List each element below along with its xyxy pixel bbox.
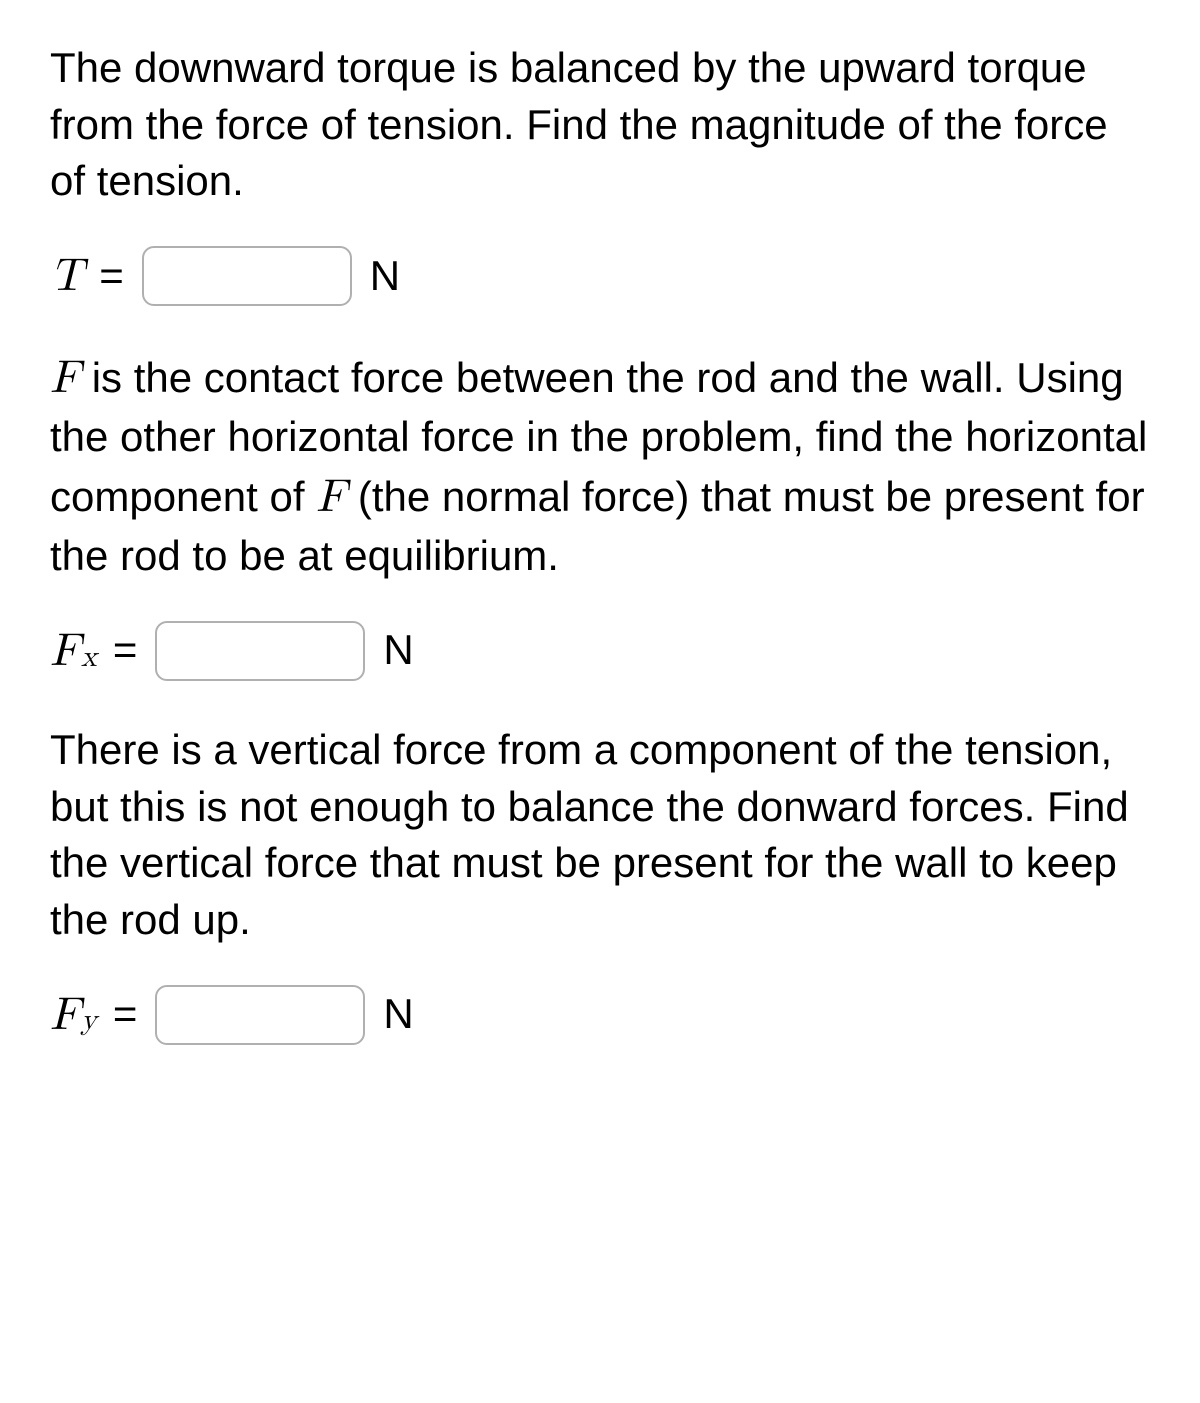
variable-Fy: F <box>50 984 80 1046</box>
subscript-y: y <box>81 1000 97 1041</box>
equals-sign: = <box>99 248 124 305</box>
subscript-x: x <box>81 637 97 678</box>
equals-sign: = <box>113 986 138 1043</box>
equals-sign: = <box>113 622 138 679</box>
tension-input[interactable] <box>142 246 352 306</box>
equation-tension: T = N <box>50 245 1150 307</box>
unit-newton: N <box>383 622 413 679</box>
variable-T: T <box>50 245 83 307</box>
equation-fy: Fy = N <box>50 984 1150 1046</box>
inline-var-F1: F <box>50 355 80 401</box>
variable-Fx: F <box>50 620 80 682</box>
paragraph-3: There is a vertical force from a compone… <box>50 722 1150 949</box>
fy-input[interactable] <box>155 985 365 1045</box>
fx-input[interactable] <box>155 621 365 681</box>
paragraph-2: F is the contact force between the rod a… <box>50 347 1150 585</box>
paragraph-1: The downward torque is balanced by the u… <box>50 40 1150 210</box>
unit-newton: N <box>383 986 413 1043</box>
equation-fx: Fx = N <box>50 620 1150 682</box>
inline-var-F2: F <box>316 474 346 520</box>
unit-newton: N <box>370 248 400 305</box>
